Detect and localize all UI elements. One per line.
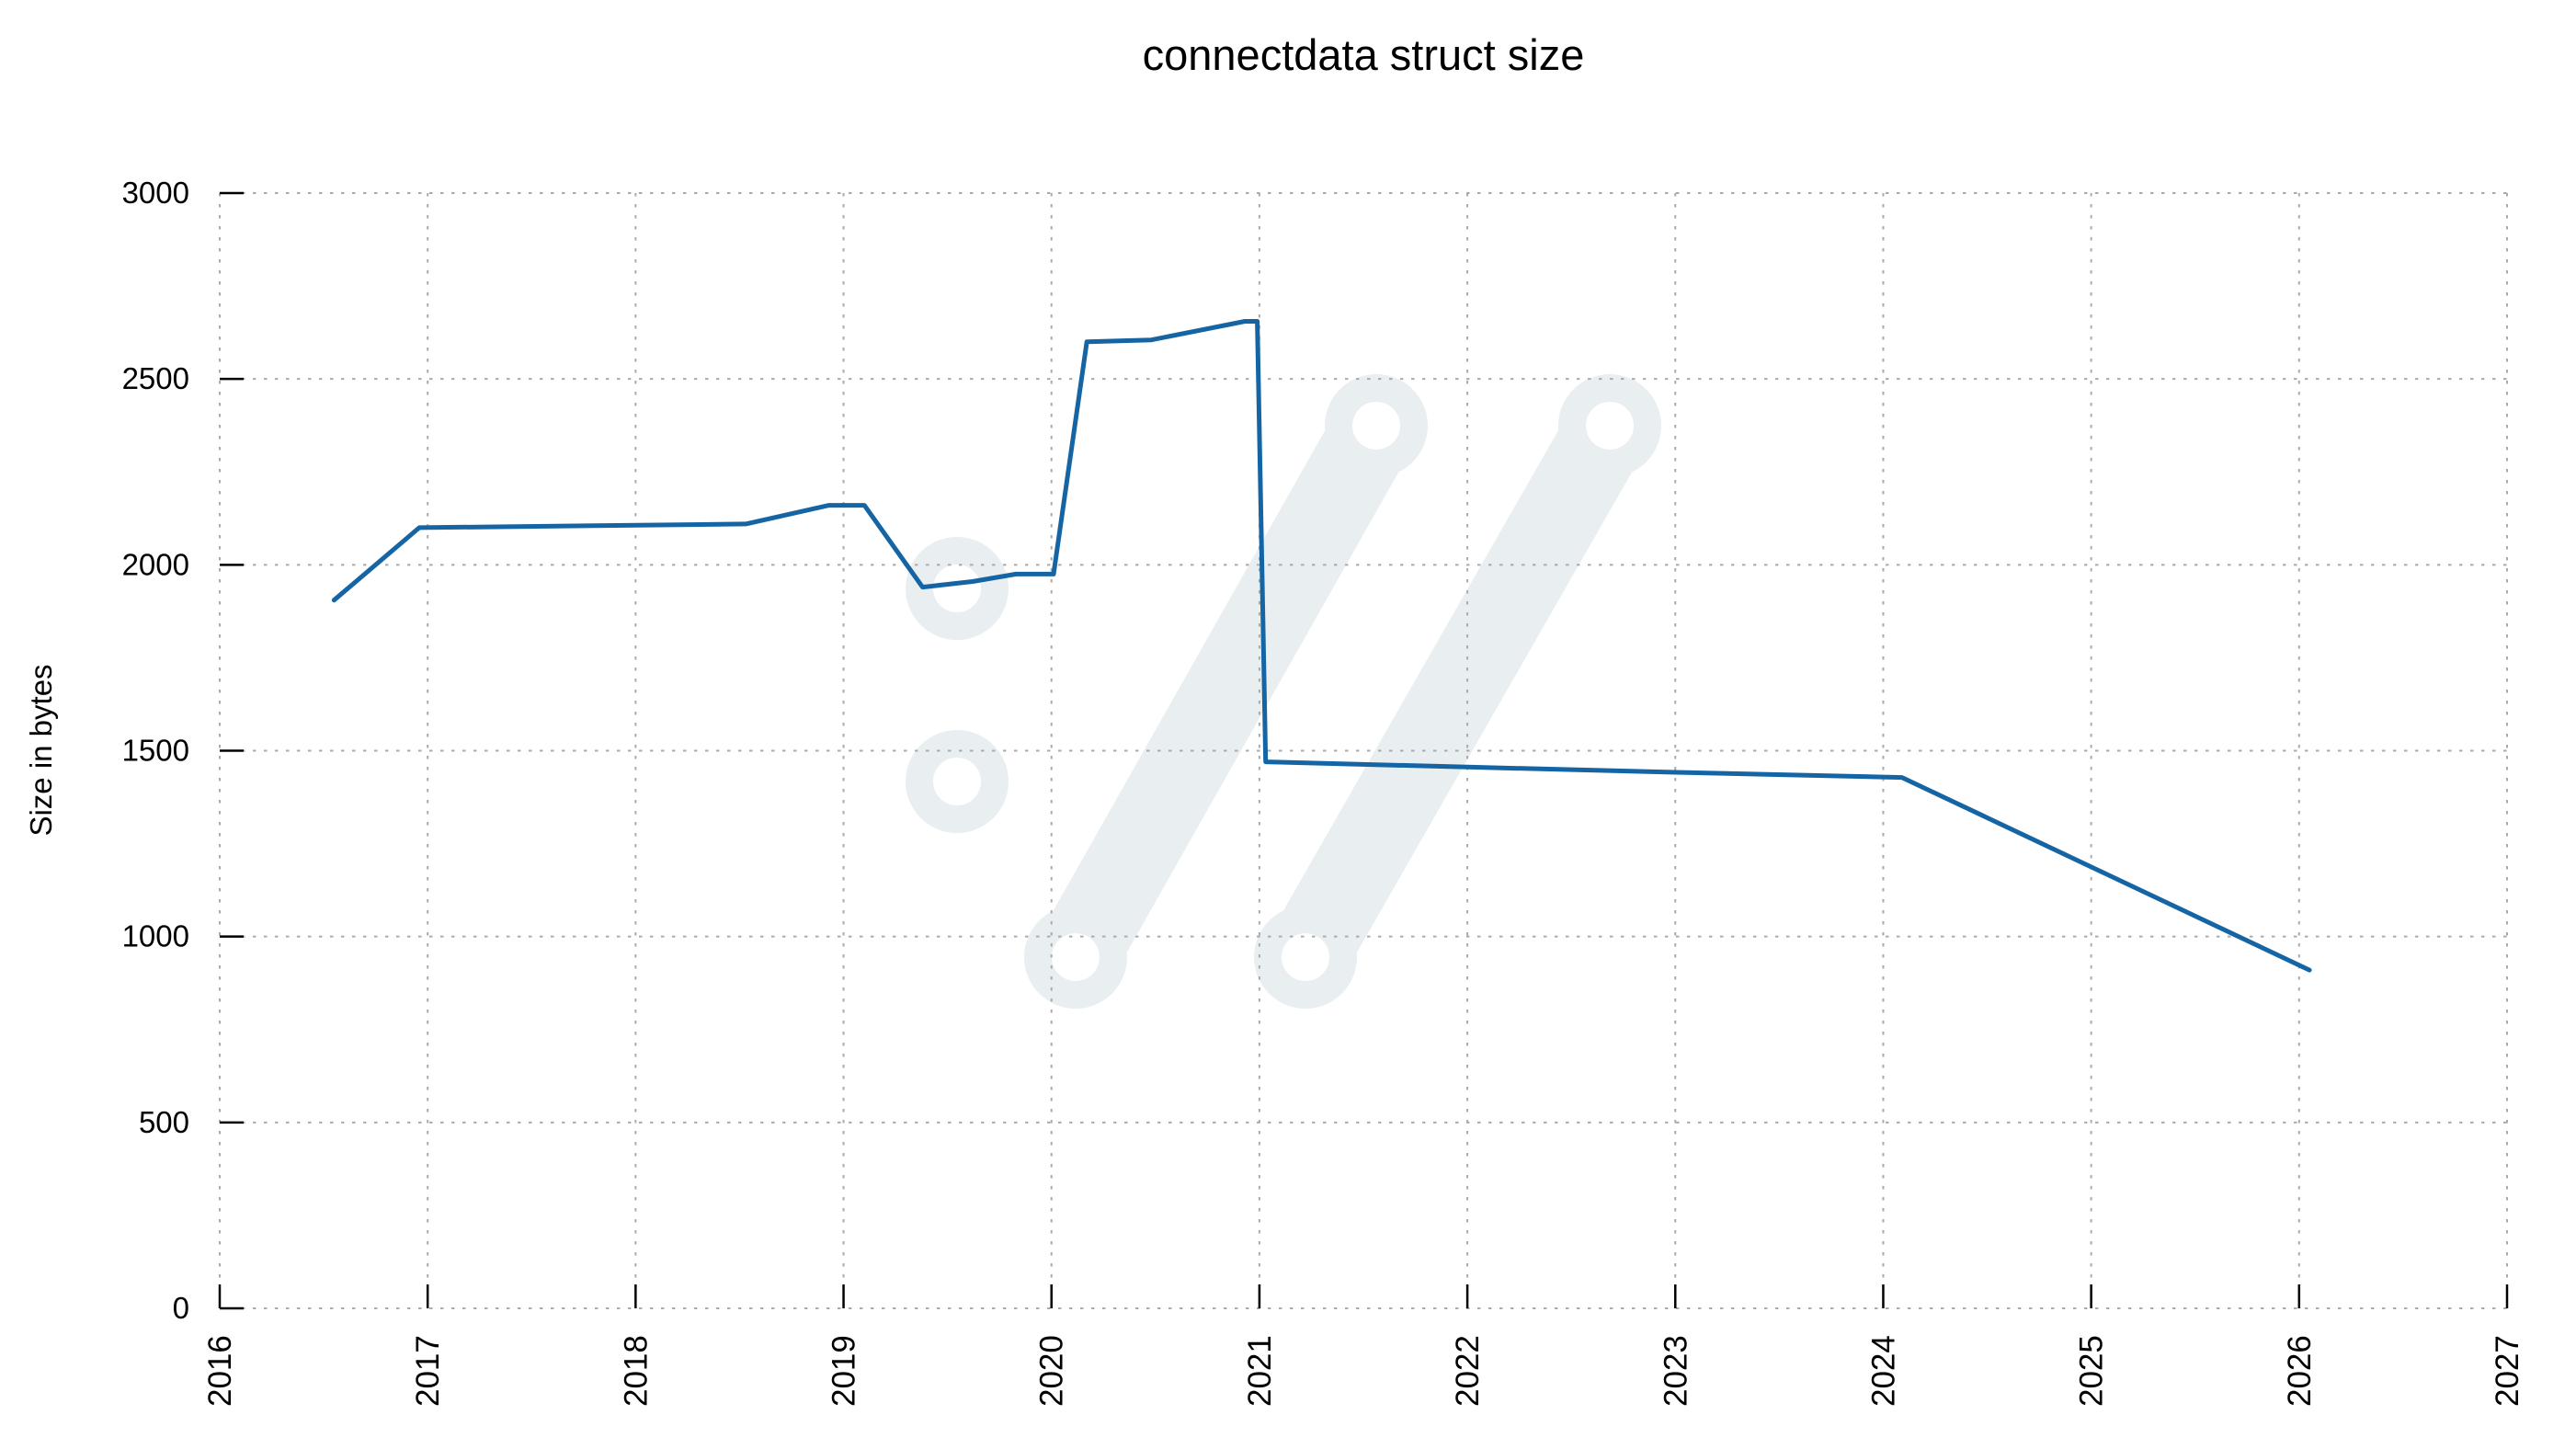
y-tick-label: 1000 (122, 919, 189, 953)
x-tick-label: 2022 (1450, 1335, 1486, 1407)
chart-title: connectdata struct size (1143, 30, 1585, 79)
x-tick-label: 2016 (202, 1335, 238, 1407)
y-tick-label: 3000 (122, 176, 189, 210)
x-axis-tick-labels: 2016 2017 2018 2019 2020 2021 2022 2023 2024 2025… (202, 1335, 2525, 1407)
x-tick-label: 2020 (1034, 1335, 1070, 1407)
x-tick-label: 2018 (618, 1335, 654, 1407)
y-tick-label: 2000 (122, 547, 189, 581)
x-tick-label: 2025 (2074, 1335, 2110, 1407)
x-tick-label: 2023 (1658, 1335, 1693, 1407)
y-tick-label: 500 (139, 1105, 189, 1139)
axis-tick-marks (218, 191, 2509, 1310)
y-axis-title: Size in bytes (24, 664, 58, 836)
x-tick-label: 2021 (1242, 1335, 1278, 1407)
x-tick-label: 2019 (826, 1335, 862, 1407)
curl-logo-watermark (906, 374, 1661, 1009)
x-tick-label: 2027 (2490, 1335, 2525, 1407)
x-tick-label: 2026 (2282, 1335, 2318, 1407)
y-tick-label: 1500 (122, 734, 189, 768)
series-line (331, 319, 2312, 973)
x-tick-label: 2024 (1865, 1335, 1901, 1407)
y-tick-label: 2500 (122, 361, 189, 395)
gridlines (219, 192, 2508, 1309)
y-axis-tick-labels: 0 500 1000 1500 2000 2500 3000 (122, 176, 189, 1325)
x-tick-label: 2017 (410, 1335, 446, 1407)
y-tick-label: 0 (173, 1291, 189, 1325)
